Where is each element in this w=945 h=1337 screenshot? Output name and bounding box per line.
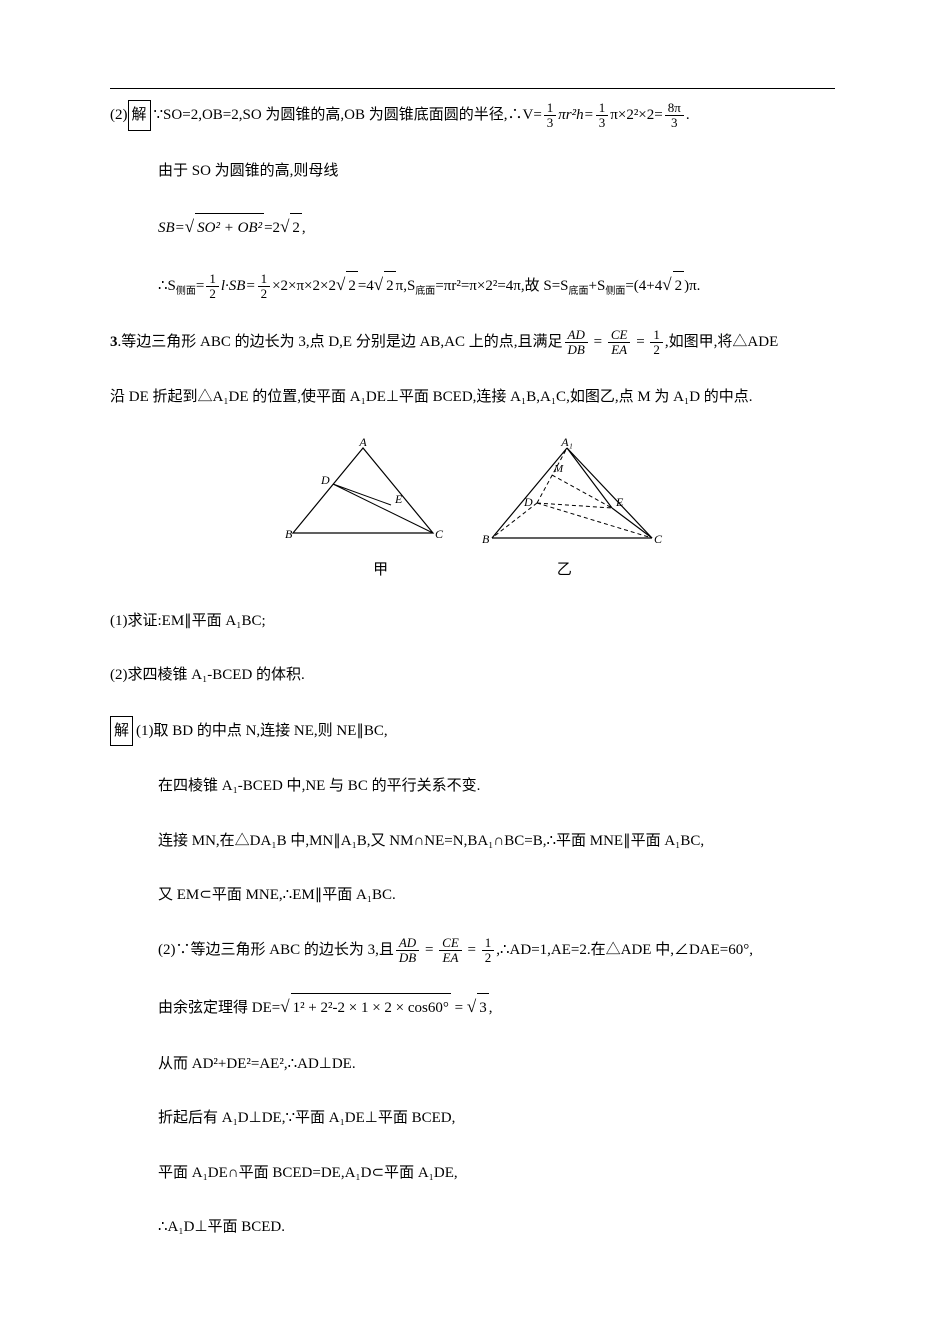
sqrt: 2 (384, 271, 396, 301)
txt: =4 (358, 278, 374, 294)
txt: ∴S (158, 278, 176, 294)
txt: 由余弦定理得 DE= (158, 1000, 280, 1016)
figures: A B C D E A₁ B C D E M 甲 乙 (110, 438, 835, 579)
q2-line2: 由于 SO 为圆锥的高,则母线 (110, 157, 835, 186)
q2-line4: ∴S侧面=12l·SB=12×2×π×2×2√2=4√2π,S底面=πr²=π×… (110, 269, 835, 301)
svg-text:B: B (285, 527, 293, 541)
txt: = (590, 334, 606, 350)
txt: )π. (684, 278, 700, 294)
q2-premise: ∵SO=2,OB=2,SO 为圆锥的高,OB 为圆锥底面圆的半径,∴V= (154, 107, 542, 123)
txt: ,如图甲,将△ADE (665, 334, 778, 350)
frac: CEEA (439, 936, 462, 966)
txt: = (632, 334, 648, 350)
frac: 12 (482, 936, 495, 966)
svg-text:C: C (654, 532, 663, 546)
txt: =πr²=π×2²=4π,故 S=S (435, 278, 568, 294)
q3-s2d: 折起后有 A₁D⊥DE,∵平面 A₁DE⊥平面 BCED, (110, 1104, 835, 1133)
answer-box: 解 (110, 716, 133, 747)
q3-s2c: 从而 AD²+DE²=AE²,∴AD⊥DE. (110, 1050, 835, 1079)
frac: CEEA (608, 328, 631, 358)
q2-line1: (2)解∵SO=2,OB=2,SO 为圆锥的高,OB 为圆锥底面圆的半径,∴V=… (110, 100, 835, 131)
radical-icon: √ (280, 217, 289, 236)
txt: ×2×π×2×2 (272, 278, 336, 294)
page: (2)解∵SO=2,OB=2,SO 为圆锥的高,OB 为圆锥底面圆的半径,∴V=… (0, 0, 945, 1337)
sqrt: 2 (346, 271, 358, 301)
txt: πr²h= (558, 107, 593, 123)
txt: = (421, 942, 437, 958)
txt: ,∴AD=1,AE=2.在△ADE 中,∠DAE=60°, (496, 942, 753, 958)
header-rule (110, 88, 835, 89)
txt: =(4+4 (625, 278, 662, 294)
fig2-caption: 乙 (474, 558, 654, 579)
svg-text:A: A (358, 438, 367, 449)
txt: (2)∵等边三角形 ABC 的边长为 3,且 (158, 942, 394, 958)
sub: 底面 (569, 286, 589, 297)
frac: 12 (206, 272, 219, 302)
txt: .等边三角形 ABC 的边长为 3,点 D,E 分别是边 AB,AC 上的点,且… (118, 334, 563, 350)
frac: 8π3 (665, 101, 684, 131)
txt: = (464, 942, 480, 958)
q2-line3: SB=√SO² + OB²=2√2, (110, 211, 835, 243)
q3-s2a: (2)∵等边三角形 ABC 的边长为 3,且ADDB = CEEA = 12,∴… (110, 936, 835, 966)
txt: =2 (264, 220, 280, 236)
sub: 侧面 (605, 286, 625, 297)
radical-icon: √ (467, 997, 476, 1016)
q3-s2f: ∴A₁D⊥平面 BCED. (110, 1213, 835, 1242)
q3-s1c: 连接 MN,在△DA₁B 中,MN∥A₁B,又 NM∩NE=N,BA₁∩BC=B… (110, 827, 835, 856)
svg-text:D: D (523, 495, 533, 509)
sqrt: SO² + OB² (195, 213, 264, 243)
svg-text:C: C (435, 527, 444, 541)
txt: (1)取 BD 的中点 N,连接 NE,则 NE∥BC, (136, 723, 388, 739)
sqrt: 2 (290, 213, 302, 243)
txt: +S (589, 278, 606, 294)
txt: SB= (158, 220, 185, 236)
svg-text:D: D (320, 473, 330, 487)
q3-p1: (1)求证:EM∥平面 A₁BC; (110, 607, 835, 636)
sqrt: 3 (477, 993, 489, 1023)
svg-text:A₁: A₁ (561, 438, 574, 449)
radical-icon: √ (185, 217, 194, 236)
sqrt: 1² + 2²-2 × 1 × 2 × cos60° (291, 993, 451, 1023)
sqrt: 2 (673, 271, 685, 301)
svg-text:B: B (482, 532, 490, 546)
q3-number: 3 (110, 334, 118, 350)
q3-s1b: 在四棱锥 A₁-BCED 中,NE 与 BC 的平行关系不变. (110, 772, 835, 801)
frac: ADDB (565, 328, 588, 358)
q3-s2e: 平面 A₁DE∩平面 BCED=DE,A₁D⊂平面 A₁DE, (110, 1159, 835, 1188)
frac: ADDB (396, 936, 419, 966)
txt: π,S (396, 278, 416, 294)
frac: 12 (650, 328, 663, 358)
q3-stem-2: 沿 DE 折起到△A₁DE 的位置,使平面 A₁DE⊥平面 BCED,连接 A₁… (110, 383, 835, 412)
sub: 侧面 (176, 286, 196, 297)
txt: π×2²×2= (610, 107, 662, 123)
frac: 13 (544, 101, 557, 131)
svg-text:E: E (394, 492, 403, 506)
frac: 13 (596, 101, 609, 131)
sub: 底面 (415, 286, 435, 297)
q3-s2b: 由余弦定理得 DE=√1² + 2²-2 × 1 × 2 × cos60° = … (110, 991, 835, 1023)
svg-text:M: M (553, 463, 564, 475)
q3-p2: (2)求四棱锥 A₁-BCED 的体积. (110, 661, 835, 690)
q2-label: (2) (110, 107, 128, 123)
txt: , (489, 1000, 493, 1016)
radical-icon: √ (374, 275, 383, 294)
radical-icon: √ (662, 275, 671, 294)
radical-icon: √ (336, 275, 345, 294)
fig1-caption: 甲 (291, 558, 471, 579)
txt: = (196, 278, 204, 294)
txt: , (302, 220, 306, 236)
svg-text:E: E (615, 495, 624, 509)
figure-1: A B C D E (273, 438, 453, 558)
radical-icon: √ (280, 997, 289, 1016)
txt: l·SB= (221, 278, 256, 294)
q3-sol-1: 解(1)取 BD 的中点 N,连接 NE,则 NE∥BC, (110, 716, 835, 747)
q3-s1d: 又 EM⊂平面 MNE,∴EM∥平面 A₁BC. (110, 881, 835, 910)
figure-2: A₁ B C D E M (472, 438, 672, 558)
q3-stem-1: 3.等边三角形 ABC 的边长为 3,点 D,E 分别是边 AB,AC 上的点,… (110, 328, 835, 358)
figure-captions: 甲 乙 (110, 558, 835, 579)
answer-box: 解 (128, 100, 151, 131)
frac: 12 (258, 272, 271, 302)
txt: = (451, 1000, 467, 1016)
txt: . (686, 107, 690, 123)
